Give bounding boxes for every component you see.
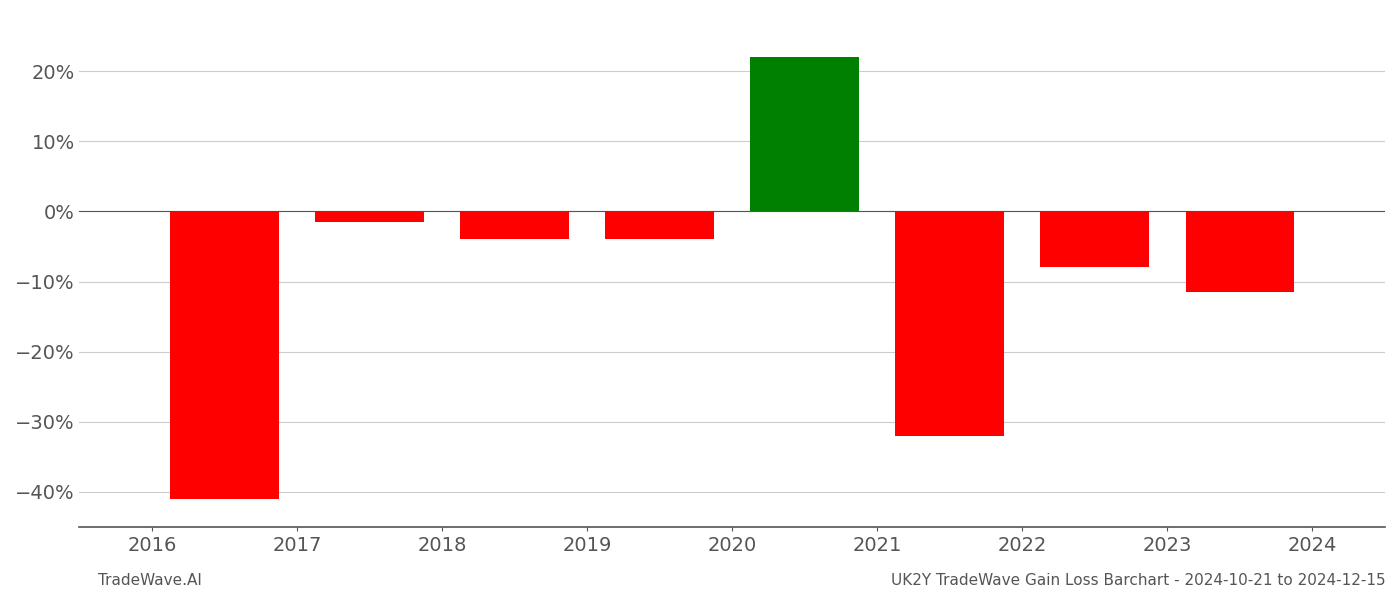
- Bar: [315, 211, 424, 222]
- Text: UK2Y TradeWave Gain Loss Barchart - 2024-10-21 to 2024-12-15: UK2Y TradeWave Gain Loss Barchart - 2024…: [892, 573, 1386, 588]
- Bar: [1186, 211, 1295, 292]
- Text: TradeWave.AI: TradeWave.AI: [98, 573, 202, 588]
- Bar: [896, 211, 1004, 436]
- Bar: [1040, 211, 1149, 268]
- Bar: [750, 57, 860, 211]
- Bar: [461, 211, 568, 239]
- Bar: [171, 211, 279, 499]
- Bar: [605, 211, 714, 239]
